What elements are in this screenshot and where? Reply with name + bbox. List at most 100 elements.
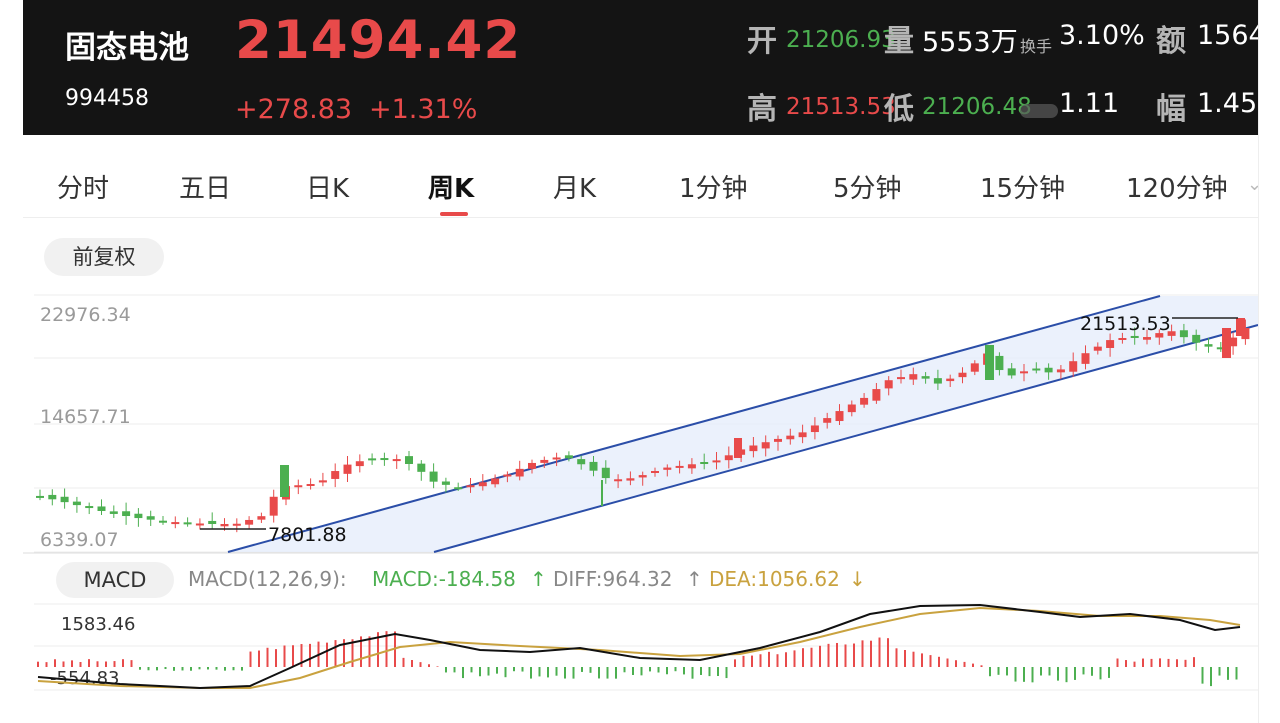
- candle-body: [749, 445, 758, 452]
- candle-body: [1069, 361, 1078, 372]
- tab-weekly-k[interactable]: 周K: [428, 174, 475, 204]
- candle-body: [601, 467, 610, 479]
- candle-body: [1118, 338, 1127, 340]
- high-marker-label: 21513.53: [1080, 313, 1171, 335]
- low-marker-label: 7801.88: [268, 524, 347, 546]
- adjust-button[interactable]: 前复权: [44, 238, 164, 276]
- tab-five-day[interactable]: 五日: [179, 174, 232, 204]
- candle-body: [318, 480, 327, 483]
- candle-body: [626, 478, 635, 481]
- candle-body: [1222, 328, 1231, 358]
- open-label: 开: [747, 24, 777, 59]
- candle-body: [909, 374, 918, 380]
- macd-indicator-button[interactable]: MACD: [56, 562, 174, 598]
- candle-body: [1241, 328, 1250, 340]
- candle-body: [921, 376, 930, 379]
- tab-intraday[interactable]: 分时: [57, 174, 110, 204]
- candle-body: [970, 363, 979, 372]
- candle-body: [245, 519, 254, 525]
- price-axis-mid-label: 14657.71: [40, 406, 131, 428]
- candle-body: [663, 467, 672, 470]
- candle-body: [884, 380, 893, 389]
- candle-body: [306, 484, 315, 487]
- candle-body: [441, 481, 450, 485]
- candle-body: [1167, 331, 1176, 336]
- dea-line: [37, 606, 1241, 689]
- candle-body: [1155, 333, 1164, 338]
- last-price: 21494.42: [235, 10, 522, 71]
- candle-body: [897, 377, 905, 380]
- candle-body: [734, 438, 742, 458]
- candle-body: [860, 397, 869, 405]
- tab-daily-k[interactable]: 日K: [306, 174, 350, 204]
- candle-body: [1204, 344, 1213, 347]
- candle-body: [1081, 353, 1090, 364]
- candle-body: [589, 461, 598, 471]
- candle-body: [872, 389, 881, 401]
- candle-body: [1179, 330, 1188, 338]
- candle-body: [97, 506, 106, 511]
- tab-1min[interactable]: 1分钟: [679, 174, 748, 204]
- candle-body: [675, 465, 684, 468]
- candle-body: [122, 511, 131, 517]
- candle-body: [810, 425, 819, 433]
- candle-body: [1007, 368, 1016, 376]
- candle-body: [577, 459, 586, 465]
- candle-body: [331, 471, 340, 479]
- candle-body: [146, 516, 155, 520]
- tab-5min[interactable]: 5分钟: [833, 174, 902, 204]
- candle-body: [651, 471, 659, 473]
- candle-body: [380, 458, 389, 461]
- candle-body: [1020, 371, 1028, 374]
- candle-body: [847, 404, 856, 413]
- candle-body: [232, 523, 241, 526]
- diff-up-arrow-icon: ↑: [686, 567, 703, 591]
- candle-body: [528, 462, 536, 469]
- candle-body: [171, 522, 180, 525]
- diff-line: [37, 603, 1241, 690]
- candle-body: [552, 457, 561, 460]
- candle-body: [466, 485, 475, 488]
- candle-body: [823, 418, 832, 423]
- stock-name: 固态电池: [65, 30, 189, 66]
- candle-body: [958, 372, 967, 378]
- candle-body: [724, 455, 733, 461]
- candle-body: [355, 461, 364, 467]
- candle-body: [614, 479, 623, 482]
- candle-body: [36, 495, 44, 498]
- amplitude-value: 1.45: [1197, 88, 1258, 119]
- channel-lower-line: [433, 324, 1259, 553]
- candle-body: [257, 516, 266, 520]
- quote-header: 固态电池 994458 21494.42 +278.83 +1.31% 开 21…: [23, 0, 1258, 135]
- candle-body: [454, 487, 463, 490]
- candle-body: [798, 432, 807, 438]
- candle-body: [946, 378, 955, 382]
- candle-body: [1143, 337, 1151, 340]
- candle-body: [280, 465, 289, 497]
- candle-body: [933, 378, 942, 384]
- candle-body: [540, 459, 549, 463]
- active-tab-indicator: [440, 212, 468, 216]
- candle-body: [134, 513, 143, 519]
- dea-down-arrow-icon: ↓: [849, 567, 866, 591]
- volume-value: 5553万: [922, 27, 1018, 58]
- candle-body: [491, 478, 500, 485]
- candle-body: [1044, 367, 1053, 373]
- macd-params: MACD(12,26,9):: [188, 567, 347, 591]
- candle-body: [60, 496, 69, 503]
- candle-body: [183, 522, 192, 525]
- tab-monthly-k[interactable]: 月K: [553, 174, 597, 204]
- high-label: 高: [747, 92, 777, 127]
- candle-body: [1130, 335, 1139, 338]
- candle-body: [1216, 347, 1225, 350]
- turnover-value: 3.10%: [1059, 20, 1145, 51]
- tab-120min[interactable]: 120分钟: [1126, 174, 1228, 204]
- candle-body: [405, 456, 413, 464]
- left-margin: [0, 0, 23, 723]
- macd-axis-top-label: 1583.46: [61, 614, 135, 635]
- candle-body: [985, 345, 994, 380]
- tab-15min[interactable]: 15分钟: [980, 174, 1066, 204]
- low-value: 21206.48: [922, 94, 1032, 120]
